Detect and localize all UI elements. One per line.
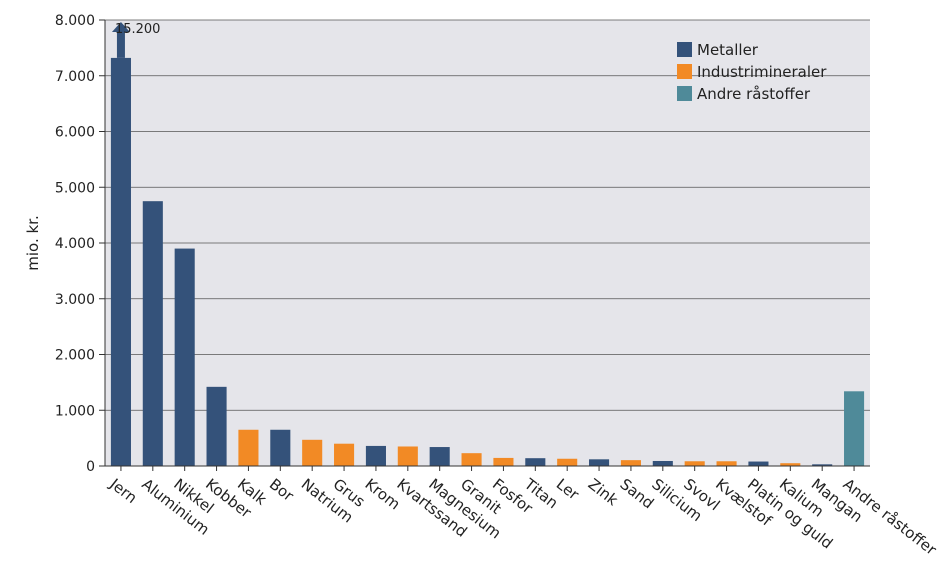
bar-ler [557, 459, 577, 466]
bar-kobber [207, 387, 227, 466]
bar-svovl [685, 461, 705, 466]
bar-krom [366, 446, 386, 466]
legend-label: Industrimineraler [697, 63, 827, 81]
bar-zink [589, 459, 609, 466]
bar-grus [334, 444, 354, 466]
y-tick-label: 5.000 [55, 180, 95, 196]
legend-swatch [677, 64, 692, 79]
bar-andre-råstoffer [844, 391, 864, 466]
x-tick-label: Bor [266, 475, 298, 505]
y-tick-label: 6.000 [55, 125, 95, 141]
y-axis-title: mio. kr. [24, 215, 42, 270]
legend-item: Andre råstoffer [677, 85, 811, 103]
x-tick-label: Krom [361, 475, 403, 513]
legend-item: Industrimineraler [677, 63, 827, 81]
bar-natrium [302, 440, 322, 466]
bar-silicium [653, 461, 673, 466]
y-tick-label: 3.000 [55, 292, 95, 308]
x-tick-label: Jern [106, 474, 141, 507]
bar-magnesium [430, 447, 450, 466]
bar-nikkel [175, 249, 195, 466]
y-tick-label: 2.000 [55, 348, 95, 364]
bar-sand [621, 460, 641, 466]
legend-item: Metaller [677, 41, 759, 59]
x-tick-label: Zink [585, 475, 622, 509]
y-tick-labels: 0 1.000 2.000 3.000 4.000 5.000 6.000 7.000 8.00… [55, 13, 95, 475]
bar-titan [525, 458, 545, 466]
annotations: 15.200 [115, 22, 161, 37]
y-tick-label: 0 [86, 459, 95, 475]
bar-bor [270, 430, 290, 466]
legend-label: Andre råstoffer [697, 85, 811, 103]
legend-swatch [677, 86, 692, 101]
bar-kvælstof [717, 461, 737, 466]
bar-granit [462, 453, 482, 466]
bar-fosfor [493, 458, 513, 466]
legend-swatch [677, 42, 692, 57]
legend-label: Metaller [697, 41, 759, 59]
y-tick-label: 1.000 [55, 403, 95, 419]
bar-aluminium [143, 201, 163, 466]
x-tick-label: Sand [616, 475, 657, 512]
y-tick-label: 7.000 [55, 69, 95, 85]
value-annotation: 15.200 [115, 22, 161, 37]
bar-jern [111, 58, 131, 466]
y-tick-label: 8.000 [55, 13, 95, 29]
bar-platin-og-guld [748, 462, 768, 466]
bar-kalk [238, 430, 258, 466]
y-tick-label: 4.000 [55, 236, 95, 252]
bar-kvartssand [398, 446, 418, 466]
